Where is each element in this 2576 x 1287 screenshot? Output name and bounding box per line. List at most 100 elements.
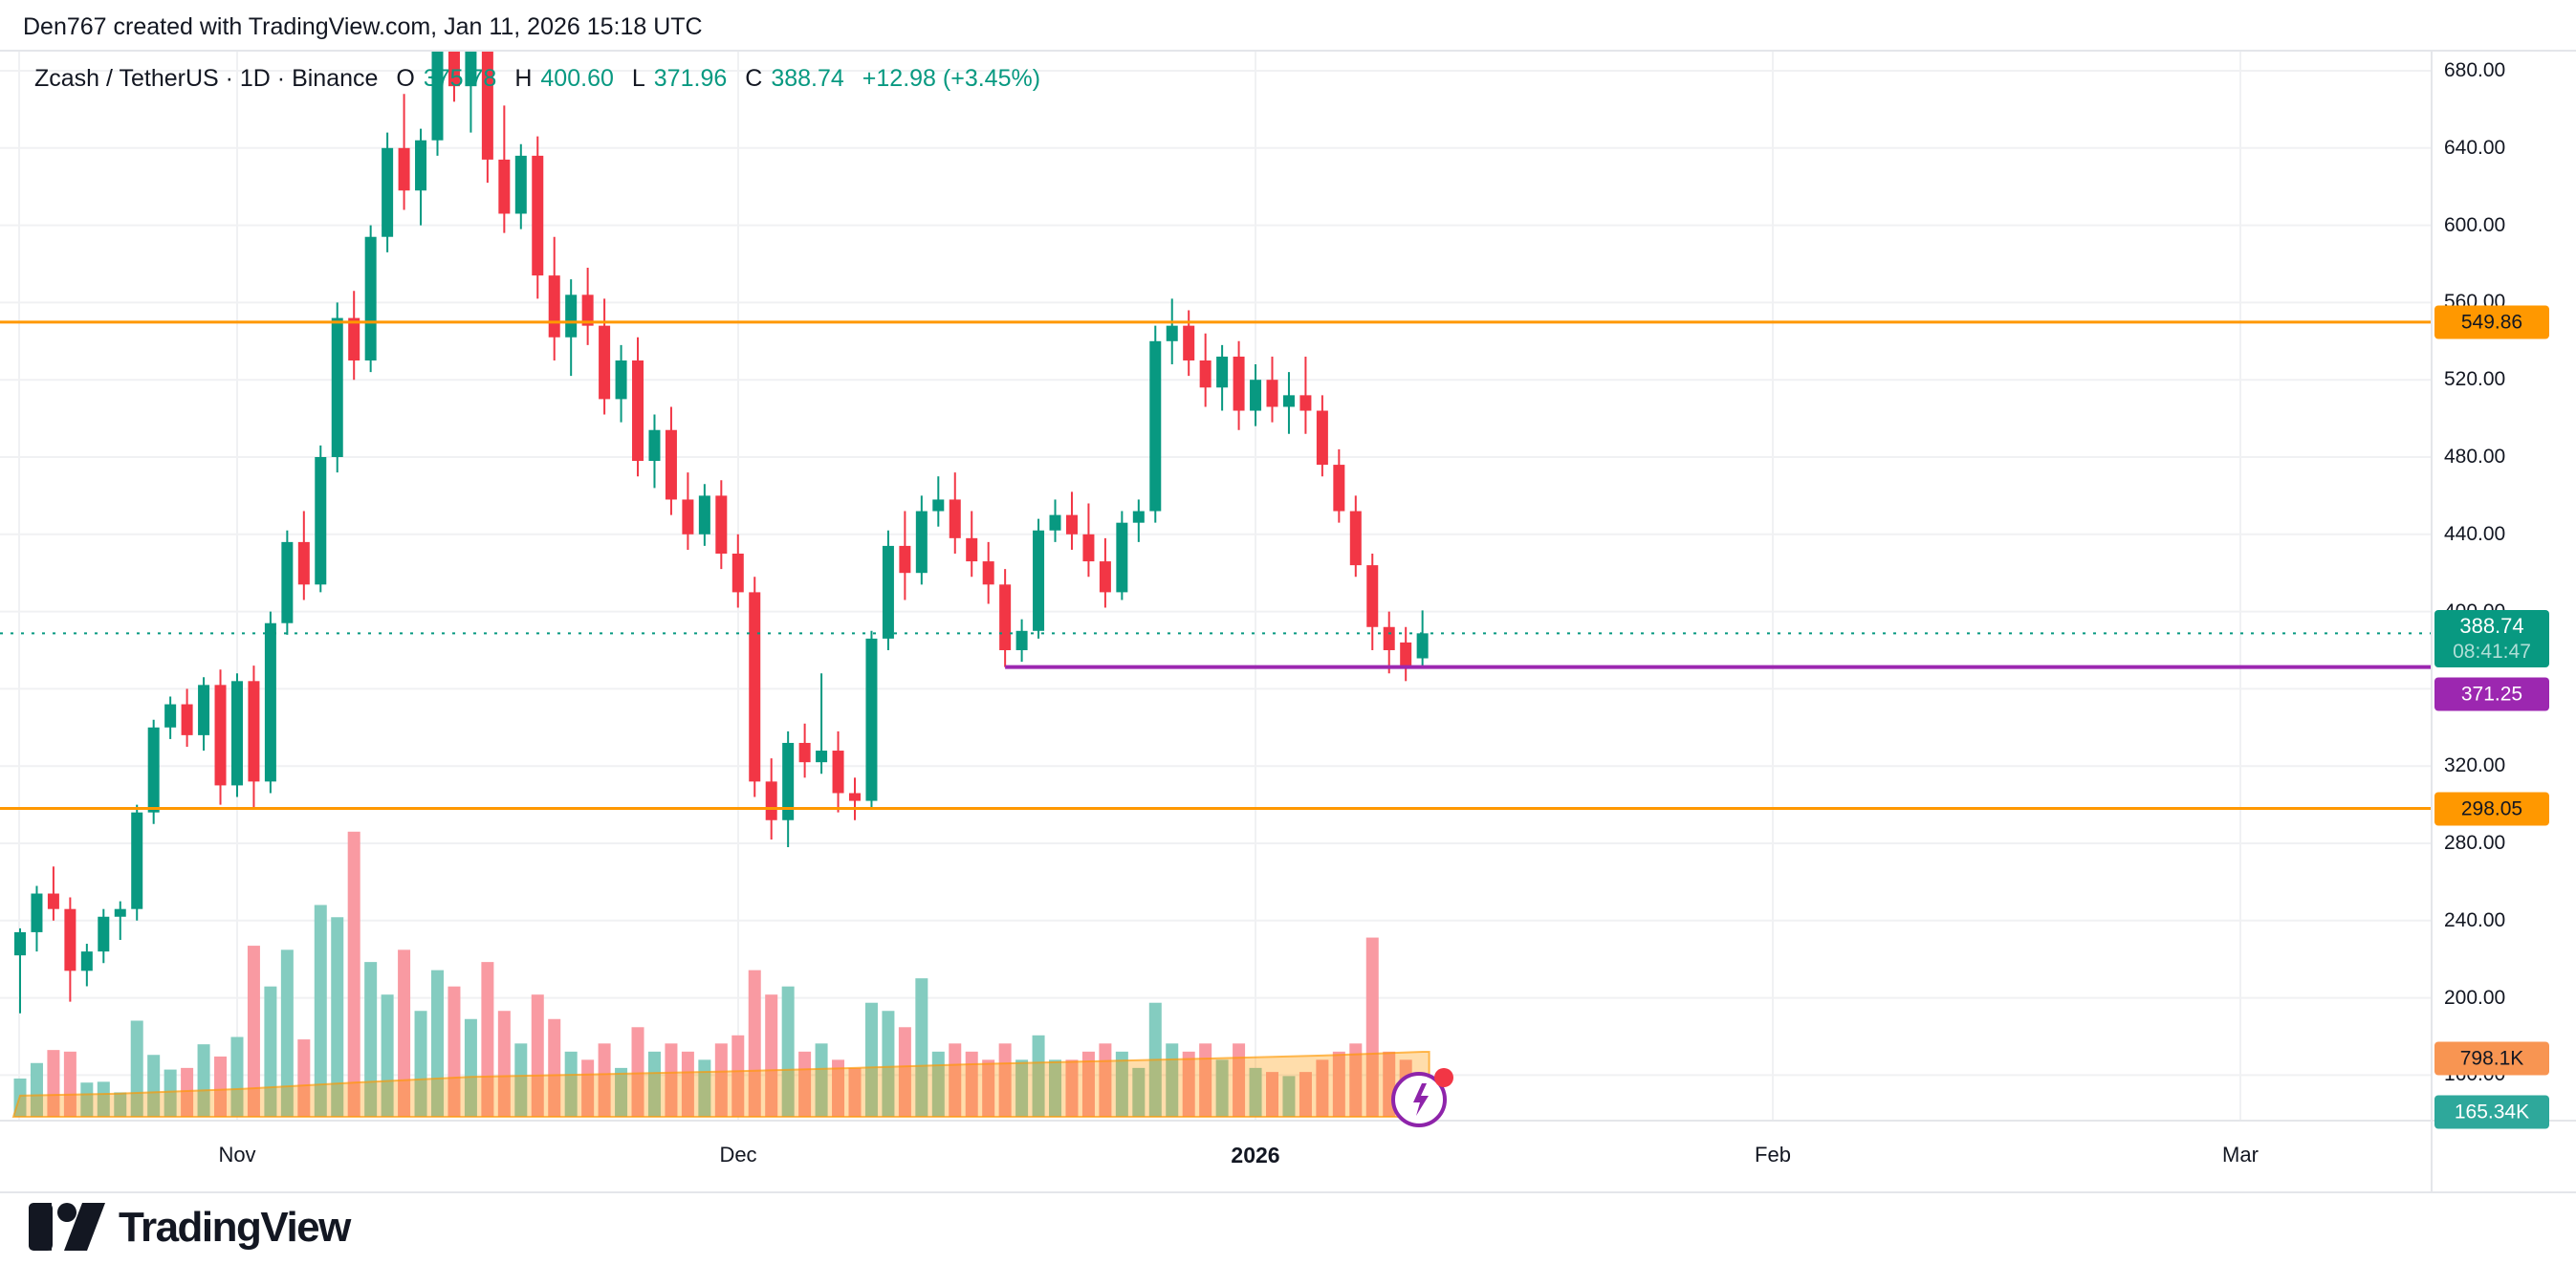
volume-bar xyxy=(848,1067,862,1117)
candle-body xyxy=(47,893,59,909)
volume-bar xyxy=(714,1043,728,1117)
volume-bar xyxy=(398,949,411,1117)
candle-body xyxy=(949,499,961,538)
volume-bar xyxy=(30,1062,43,1117)
resistance-price-badge: 549.86 xyxy=(2434,305,2549,339)
time-axis-label-2026: 2026 xyxy=(1231,1143,1280,1167)
volume-bar xyxy=(1249,1067,1262,1117)
candle-body xyxy=(80,951,93,971)
flash-events-button[interactable] xyxy=(1390,1068,1463,1136)
low-label: L xyxy=(631,65,645,92)
volume-bar xyxy=(214,1056,228,1117)
candle-body xyxy=(982,561,994,585)
price-axis-label: 320.00 xyxy=(2444,754,2506,777)
candle-body xyxy=(1015,630,1028,650)
volume-bar xyxy=(230,1036,244,1117)
volume-bar xyxy=(247,946,260,1117)
time-axis-label-feb: Feb xyxy=(1755,1143,1791,1167)
candle-body xyxy=(1333,465,1345,512)
candle-body xyxy=(849,793,861,801)
volume-bar xyxy=(765,994,778,1117)
candle-body xyxy=(548,275,560,338)
attribution-text: Den767 created with TradingView.com, Jan… xyxy=(23,13,703,40)
candle-body xyxy=(14,931,26,956)
candle-body xyxy=(1416,633,1429,659)
candle-body xyxy=(448,51,460,87)
volume-bar xyxy=(1199,1043,1212,1117)
candle-body xyxy=(731,554,744,593)
volume-bar xyxy=(681,1051,694,1117)
candle-body xyxy=(331,317,343,457)
price-axis-label: 520.00 xyxy=(2444,368,2506,391)
volume-bar xyxy=(1065,1059,1079,1117)
volume-bar xyxy=(1349,1043,1363,1117)
volume-bar xyxy=(431,970,444,1117)
time-axis-label-dec: Dec xyxy=(719,1143,757,1167)
volume-bar xyxy=(882,1011,895,1117)
candle-body xyxy=(498,159,511,214)
volume-bar xyxy=(448,986,461,1117)
volume-bar xyxy=(748,970,761,1117)
candle-body xyxy=(214,685,227,786)
candle-body xyxy=(1216,356,1229,388)
volume-bar xyxy=(698,1059,711,1117)
volume-bar xyxy=(1332,1051,1345,1117)
purple-level-badge: 371.25 xyxy=(2434,677,2549,711)
volume-bar xyxy=(364,962,378,1117)
candle-body xyxy=(682,499,694,534)
volume-bar xyxy=(381,994,394,1117)
candle-body xyxy=(230,681,243,786)
candle-body xyxy=(966,537,978,562)
volume-bar xyxy=(1015,1059,1029,1117)
tradingview-logo-text: TradingView xyxy=(119,1204,351,1251)
volume-bar xyxy=(297,1039,311,1117)
low-value: 371.96 xyxy=(653,65,728,92)
candle-body xyxy=(147,727,160,813)
last-price-badge: 388.74 08:41:47 xyxy=(2434,610,2549,668)
candle-body xyxy=(1049,514,1061,531)
candle-body xyxy=(765,781,777,820)
candle-body xyxy=(181,704,193,735)
candle-body xyxy=(1033,530,1045,631)
high-value: 400.60 xyxy=(540,65,614,92)
candle-body xyxy=(816,751,828,763)
volume-bar xyxy=(181,1067,194,1117)
price-axis-label: 480.00 xyxy=(2444,446,2506,468)
candle-body xyxy=(532,155,544,276)
candle-body xyxy=(932,499,945,512)
candle-body xyxy=(1065,514,1078,534)
candle-body xyxy=(832,751,844,794)
candle-body xyxy=(1199,360,1212,388)
candle-body xyxy=(915,511,928,574)
volume-bar xyxy=(832,1059,845,1117)
candle-body xyxy=(198,685,210,735)
volume-bar xyxy=(815,1043,828,1117)
chart-legend[interactable]: Zcash / TetherUS · 1D · Binance O 375.78… xyxy=(34,65,1040,93)
candle-body xyxy=(599,325,611,400)
tradingview-logo[interactable]: TradingView xyxy=(29,1203,351,1253)
candle-body xyxy=(431,51,444,141)
volume-bar xyxy=(965,1051,978,1117)
volume-bar xyxy=(1081,1051,1095,1117)
volume-bar xyxy=(1316,1059,1329,1117)
candle-body xyxy=(514,155,527,214)
volume-bar xyxy=(564,1051,578,1117)
symbol-title[interactable]: Zcash / TetherUS · 1D · Binance xyxy=(34,65,379,92)
candle-body xyxy=(565,294,578,338)
time-axis-label-nov: Nov xyxy=(218,1143,256,1167)
candle-body xyxy=(632,360,644,462)
candle-body xyxy=(1116,522,1128,593)
volume-bar xyxy=(982,1059,995,1117)
candle-body xyxy=(1282,395,1295,407)
candle-body xyxy=(1233,356,1245,411)
price-axis-label: 440.00 xyxy=(2444,522,2506,545)
volume-bar xyxy=(1299,1072,1312,1117)
candle-body xyxy=(264,622,276,782)
volume-overlay-area xyxy=(11,1051,1430,1118)
candle-body xyxy=(398,147,410,191)
volume-bar xyxy=(598,1043,611,1117)
volume-bar xyxy=(615,1067,628,1117)
volume-bar xyxy=(998,1043,1012,1117)
candle-body xyxy=(98,916,110,952)
